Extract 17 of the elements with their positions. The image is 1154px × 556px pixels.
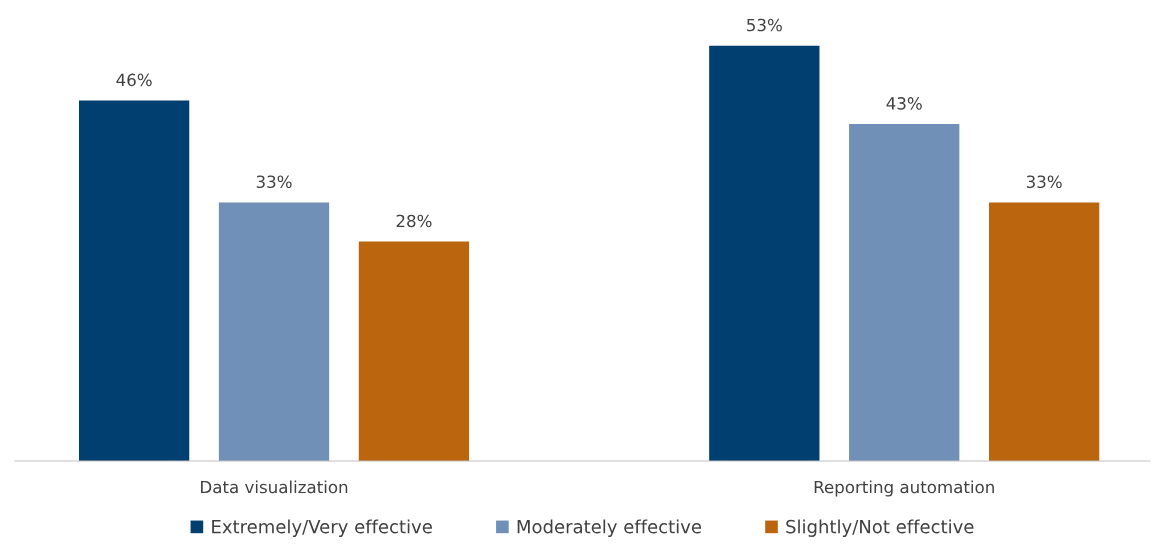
legend-label: Moderately effective <box>517 519 702 537</box>
bar <box>849 124 960 461</box>
data-label: 46% <box>116 73 152 87</box>
bar <box>218 202 330 461</box>
data-label: 33% <box>256 175 292 189</box>
legend-label: Extremely/Very effective <box>212 519 432 537</box>
data-label: 43% <box>886 97 922 110</box>
x-tick-label: Reporting automation <box>814 480 994 497</box>
legend-label: Slightly/Not effective <box>786 519 974 537</box>
bar <box>78 100 190 461</box>
data-label: 28% <box>396 214 432 228</box>
bar <box>709 45 820 461</box>
x-tick-label: Data visualization <box>201 480 348 494</box>
bar <box>988 202 1100 461</box>
bar <box>358 241 470 461</box>
data-label: 53% <box>747 18 782 32</box>
data-label: 33% <box>1026 175 1062 189</box>
